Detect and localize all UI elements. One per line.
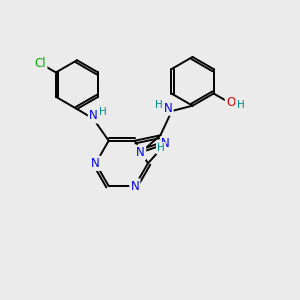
Text: H: H [157,143,165,153]
Text: H: H [99,107,107,117]
Text: H: H [236,100,244,110]
Text: H: H [155,100,163,110]
Text: N: N [136,146,145,159]
Text: Cl: Cl [34,57,46,70]
Text: N: N [164,102,172,115]
Text: N: N [91,157,100,170]
Text: N: N [130,179,139,193]
Text: N: N [161,137,170,150]
Text: O: O [226,96,235,109]
Text: N: N [89,109,98,122]
